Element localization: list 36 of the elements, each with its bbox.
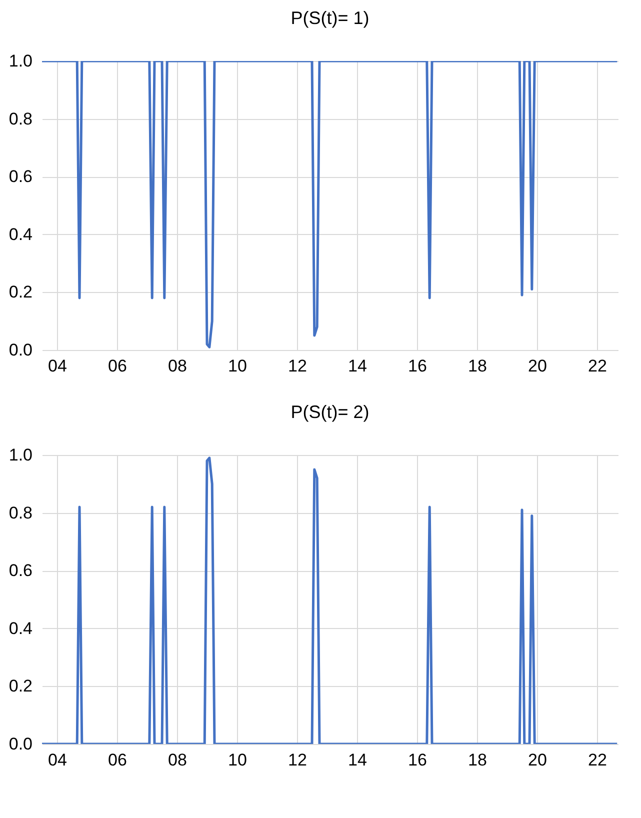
- line-series: [42, 61, 618, 348]
- y-tick-label: 0.8: [8, 503, 32, 522]
- x-tick-label: 20: [528, 356, 547, 376]
- x-tick-label: 18: [468, 750, 487, 770]
- x-tick-label: 18: [468, 356, 487, 376]
- x-tick-label: 04: [48, 356, 67, 376]
- x-tick-label: 10: [228, 356, 247, 376]
- x-tick-label: 20: [528, 750, 547, 770]
- x-tick-label: 06: [108, 356, 127, 376]
- x-tick-label: 16: [408, 356, 427, 376]
- x-tick-label: 14: [348, 750, 367, 770]
- x-tick-label: 12: [288, 356, 307, 376]
- chart-title: P(S(t)= 1): [290, 8, 370, 28]
- x-tick-label: 16: [408, 750, 427, 770]
- x-tick-label: 22: [588, 750, 607, 770]
- y-tick-label: 0.6: [8, 561, 32, 580]
- x-tick-label: 06: [108, 750, 127, 770]
- y-tick-label: 1.0: [8, 446, 32, 464]
- y-tick-label: 0.2: [8, 676, 32, 696]
- y-tick-label: 1.0: [8, 52, 32, 70]
- x-tick-label: 22: [588, 356, 607, 376]
- y-tick-label: 0.6: [8, 167, 32, 186]
- chart-title: P(S(t)= 2): [290, 402, 370, 422]
- y-tick-label: 0.2: [8, 282, 32, 302]
- x-tick-label: 08: [168, 750, 187, 770]
- y-tick-label: 0.4: [8, 224, 32, 244]
- x-tick-label: 10: [228, 750, 247, 770]
- x-tick-label: 04: [48, 750, 67, 770]
- y-tick-label: 0.0: [8, 340, 32, 360]
- y-tick-label: 0.4: [8, 618, 32, 638]
- line-series: [42, 456, 618, 744]
- y-tick-label: 0.8: [8, 109, 32, 128]
- y-tick-label: 0.0: [8, 734, 32, 754]
- x-tick-label: 08: [168, 356, 187, 376]
- x-tick-label: 14: [348, 356, 367, 376]
- x-tick-label: 12: [288, 750, 307, 770]
